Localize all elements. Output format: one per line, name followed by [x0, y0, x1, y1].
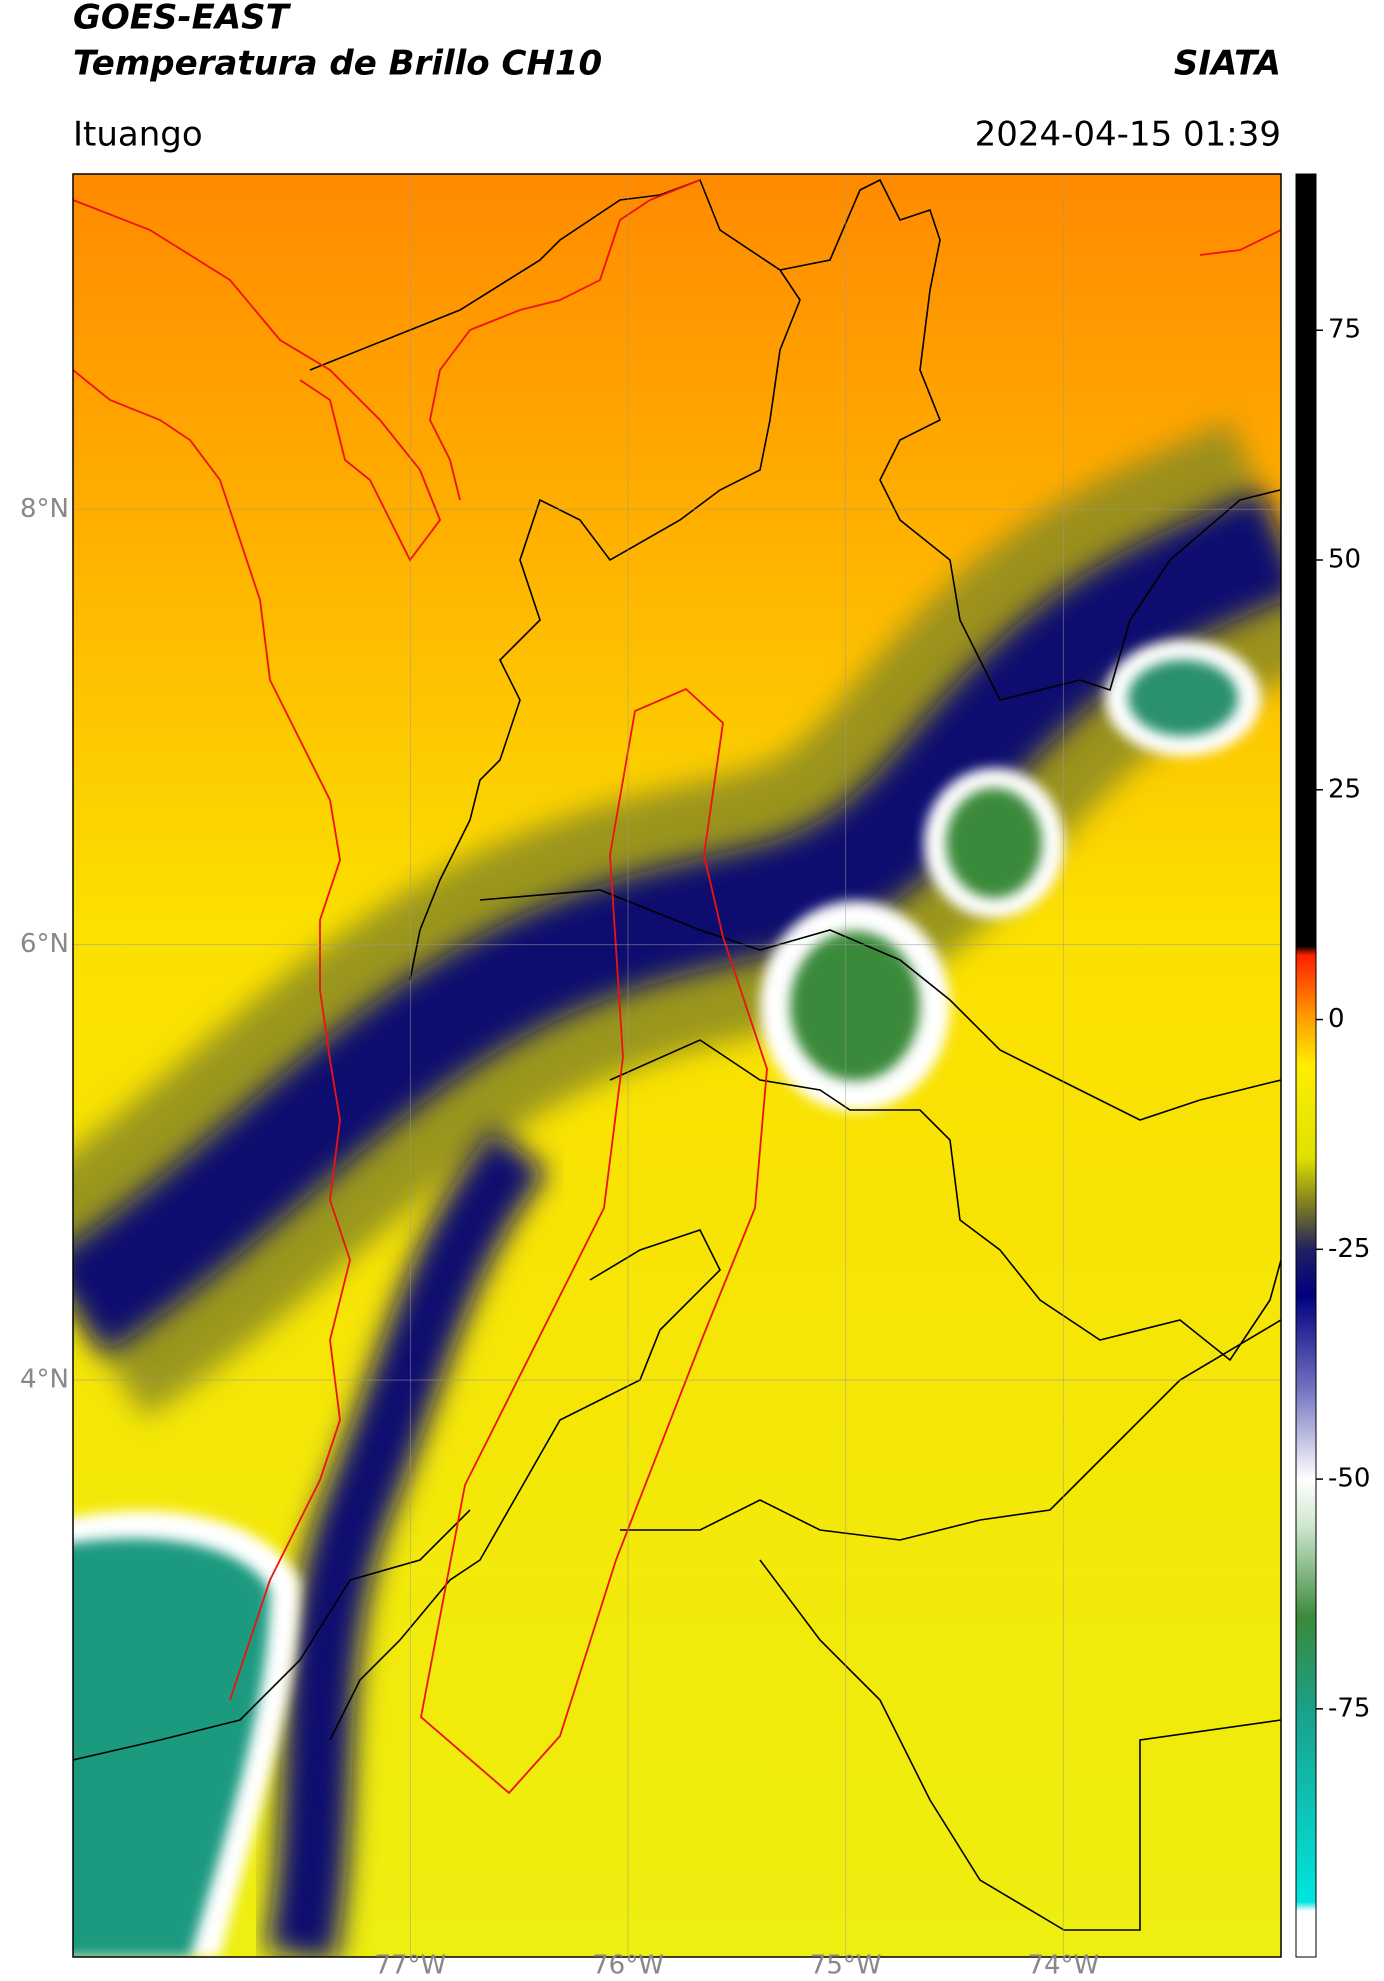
lat-label: 4°N [20, 1365, 69, 1395]
colorbar: 75 50 25 0 -25 -50 -75 [1295, 173, 1370, 1958]
lon-label: 74°W [1027, 1951, 1099, 1981]
border [759, 1559, 1281, 1931]
colorbar-fill [1295, 173, 1317, 1958]
agency: SIATA [1174, 44, 1281, 84]
cold-core [790, 931, 920, 1081]
cold-core [1128, 660, 1238, 736]
cloud-band [265, 1128, 548, 1957]
colorbar-tick-label: 50 [1328, 545, 1361, 575]
grid [73, 174, 1281, 1957]
map-frame [72, 173, 1282, 1958]
lat-label: 8°N [20, 494, 69, 524]
lat-label: 6°N [20, 929, 69, 959]
border [329, 1229, 721, 1741]
border [620, 1319, 1281, 1541]
product: Temperatura de Brillo CH10 [73, 44, 602, 84]
cold-core [946, 788, 1042, 898]
satellite: GOES-EAST [73, 0, 292, 38]
colorbar-tick-label: 75 [1328, 315, 1361, 345]
colorbar-tick-label: 25 [1328, 774, 1361, 804]
borders [73, 178, 1281, 1931]
colorbar-tick-label: 0 [1328, 1004, 1345, 1034]
border [73, 179, 1281, 1701]
antioquia-border [73, 179, 1281, 1795]
cold-core [73, 1538, 270, 1957]
lon-label: 76°W [592, 1951, 664, 1981]
imagery [73, 174, 1281, 1957]
lon-label: 77°W [374, 1951, 446, 1981]
border [420, 687, 768, 1795]
border [479, 889, 1281, 1121]
region: Ituango [73, 115, 203, 155]
colorbar-tick-label: -75 [1328, 1693, 1370, 1723]
border [309, 178, 801, 981]
timestamp: 2024-04-15 01:39 [975, 115, 1281, 155]
colorbar-tick-label: -25 [1328, 1234, 1370, 1264]
colorbar-tick-label: -50 [1328, 1464, 1370, 1494]
cloud-band [73, 490, 1281, 1355]
border [779, 178, 1281, 701]
border [73, 1509, 471, 1761]
lon-label: 75°W [810, 1951, 882, 1981]
